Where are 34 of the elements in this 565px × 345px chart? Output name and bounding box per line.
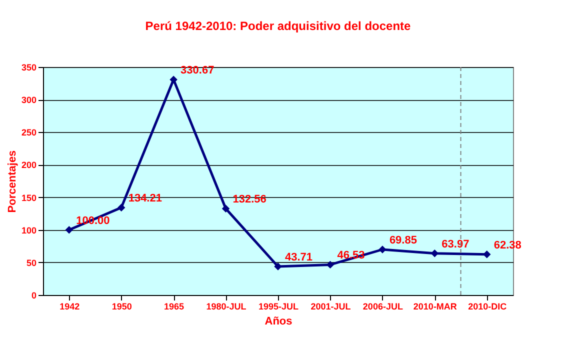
point: [65, 226, 73, 234]
point: [326, 260, 334, 269]
y-tick-label: 150: [21, 192, 36, 203]
point: [117, 204, 126, 212]
point: [430, 249, 439, 258]
x-tick-label: 1995-JUL: [258, 302, 300, 312]
data-label: 43.71: [285, 252, 313, 264]
point: [483, 250, 491, 258]
x-tick-label: 2001-JUL: [310, 302, 352, 312]
point: [222, 204, 230, 213]
chart-title: Perú 1942-2010: Poder adquisitivo del docente: [145, 19, 412, 33]
point: [274, 262, 282, 270]
x-tick-label: 2010-MAR: [413, 302, 458, 312]
x-tick-label: 1942: [60, 302, 80, 312]
point: [378, 246, 386, 254]
y-axis-title: Porcentajes: [6, 150, 18, 213]
y-tick-label: 300: [21, 95, 36, 106]
y-tick-label: 350: [21, 62, 36, 72]
x-tick-label: 2010-DIC: [468, 302, 508, 312]
data-label: 63.97: [442, 238, 470, 250]
x-tick-label: 1950: [112, 302, 132, 312]
y-tick-label: 0: [31, 290, 36, 300]
data-label: 330.67: [180, 64, 214, 77]
y-tick-label: 250: [21, 128, 36, 138]
point: [170, 76, 178, 84]
x-axis-title: Años: [264, 316, 292, 328]
y-tick-label: 100: [21, 225, 36, 236]
x-tick-label: 1965: [164, 302, 184, 312]
x-tick-label: 1980-JUL: [206, 302, 247, 312]
y-tick-label: 200: [21, 160, 36, 170]
y-tick-label: 50: [26, 258, 36, 268]
data-label: 62.38: [494, 239, 522, 252]
data-label: 69.85: [389, 234, 417, 246]
x-tick-label: 2006-JUL: [362, 302, 404, 312]
